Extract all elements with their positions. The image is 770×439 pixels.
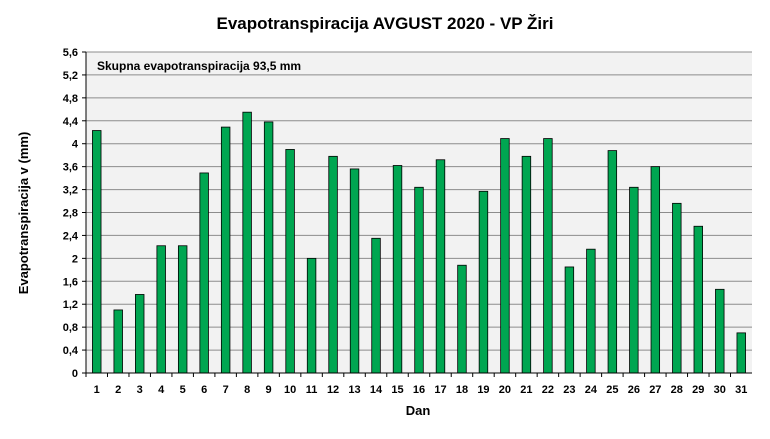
bar-day-2 xyxy=(113,309,123,374)
x-tick-label: 9 xyxy=(266,384,272,396)
bar-day-18 xyxy=(457,264,467,374)
y-tick-label: 0 xyxy=(72,368,78,380)
x-tick-label: 10 xyxy=(284,384,296,396)
bar-day-4 xyxy=(156,245,166,374)
x-axis-title: Dan xyxy=(406,403,431,418)
x-tick-label: 15 xyxy=(391,384,403,396)
x-tick-label: 22 xyxy=(542,384,554,396)
y-tick-label: 5,6 xyxy=(63,47,78,59)
y-tick-label: 1,6 xyxy=(63,276,78,288)
bar-day-10 xyxy=(285,149,295,374)
x-tick-label: 5 xyxy=(180,384,186,396)
bar-day-25 xyxy=(607,150,618,374)
y-tick-label: 4,8 xyxy=(63,93,78,105)
x-tick-label: 21 xyxy=(520,384,532,396)
bar-day-1 xyxy=(92,130,102,374)
bar-day-13 xyxy=(349,168,360,374)
x-tick-label: 11 xyxy=(306,384,318,396)
x-tick-label: 3 xyxy=(137,384,143,396)
y-tick-label: 3,2 xyxy=(63,185,78,197)
bar-day-31 xyxy=(736,332,746,374)
x-tick-label: 7 xyxy=(223,384,229,396)
x-axis-ticks: 1 2 3 4 5 6 7 8 9 10 11 12 13 14 15 16 17 18 19 20 21 22 23 24 2… xyxy=(85,373,747,396)
y-tick-label: 5,2 xyxy=(63,70,78,82)
x-tick-label: 23 xyxy=(563,384,575,396)
x-tick-label: 26 xyxy=(628,384,640,396)
x-tick-label: 29 xyxy=(692,384,704,396)
x-tick-label: 28 xyxy=(671,384,683,396)
bar-day-15 xyxy=(392,165,403,374)
bar-day-16 xyxy=(414,186,424,374)
bar-day-3 xyxy=(135,294,145,374)
axes xyxy=(85,52,752,374)
bar-day-6 xyxy=(199,172,209,374)
bar-day-8 xyxy=(242,111,252,374)
x-tick-label: 1 xyxy=(94,384,100,396)
y-tick-label: 2,8 xyxy=(63,208,78,220)
x-tick-label: 16 xyxy=(413,384,425,396)
y-axis-ticks: 0 0,4 0,8 1,2 1,6 2 2,4 2,8 3,2 3,6 4 4,4 4,8 5,2 5,6 xyxy=(63,47,86,380)
total-annotation: Skupna evapotranspiracija 93,5 mm xyxy=(97,59,301,73)
bar-day-17 xyxy=(435,159,446,374)
bar-day-27 xyxy=(650,166,661,374)
x-tick-label: 20 xyxy=(499,384,511,396)
bar-day-20 xyxy=(500,138,510,374)
x-tick-label: 18 xyxy=(456,384,468,396)
bar-day-28 xyxy=(672,202,682,374)
bars xyxy=(92,111,746,374)
y-tick-label: 4 xyxy=(72,139,79,151)
y-tick-label: 0,8 xyxy=(63,322,78,334)
y-tick-label: 0,4 xyxy=(63,345,79,357)
y-tick-label: 2,4 xyxy=(63,230,79,242)
x-tick-label: 2 xyxy=(115,384,121,396)
x-tick-label: 19 xyxy=(477,384,489,396)
x-tick-label: 14 xyxy=(370,384,383,396)
x-tick-label: 17 xyxy=(434,384,446,396)
x-tick-label: 25 xyxy=(606,384,618,396)
x-tick-label: 27 xyxy=(649,384,661,396)
x-tick-label: 6 xyxy=(201,384,207,396)
x-tick-label: 8 xyxy=(244,384,250,396)
x-tick-label: 30 xyxy=(714,384,726,396)
bar-day-11 xyxy=(306,257,317,374)
x-tick-label: 24 xyxy=(585,384,598,396)
bar-day-12 xyxy=(328,155,338,374)
y-tick-label: 4,4 xyxy=(63,116,79,128)
bar-day-29 xyxy=(693,225,703,374)
y-tick-label: 1,2 xyxy=(63,299,78,311)
y-axis-title: Evapotranspiracija v (mm) xyxy=(16,132,31,295)
x-tick-label: 4 xyxy=(158,384,165,396)
bar-day-26 xyxy=(629,186,639,374)
x-tick-label: 13 xyxy=(348,384,360,396)
bar-day-19 xyxy=(478,190,489,374)
bar-day-22 xyxy=(543,138,553,374)
bar-day-23 xyxy=(564,266,575,374)
chart-title: Evapotranspiracija AVGUST 2020 - VP Žiri xyxy=(217,14,554,33)
bar-day-9 xyxy=(263,121,274,374)
bar-day-30 xyxy=(715,288,725,374)
x-tick-label: 12 xyxy=(327,384,339,396)
y-tick-label: 2 xyxy=(72,253,78,265)
bar-day-7 xyxy=(220,126,231,374)
x-tick-label: 31 xyxy=(735,384,747,396)
bar-day-24 xyxy=(586,248,596,374)
bar-day-21 xyxy=(521,155,532,374)
bar-day-5 xyxy=(177,245,188,374)
bar-day-14 xyxy=(371,237,381,374)
y-tick-label: 3,6 xyxy=(63,162,78,174)
